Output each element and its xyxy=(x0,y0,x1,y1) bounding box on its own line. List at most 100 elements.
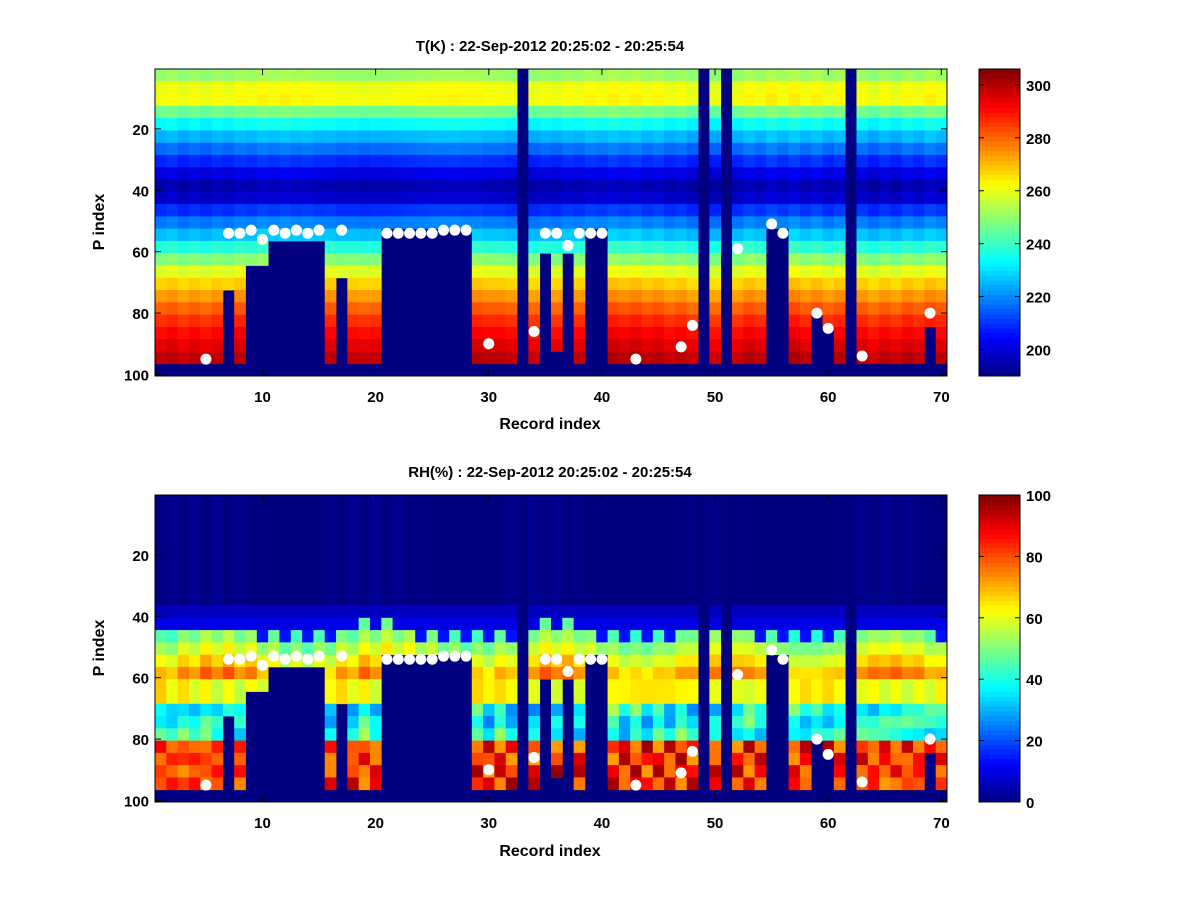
heatmap-cell xyxy=(369,290,382,303)
heatmap-cell xyxy=(652,339,665,352)
heatmap-cell xyxy=(856,302,869,315)
heatmap-cell xyxy=(754,69,767,82)
heatmap-cell xyxy=(539,167,552,180)
heatmap-cell xyxy=(347,191,360,205)
heatmap-cell xyxy=(211,654,224,668)
heatmap-cell xyxy=(551,568,563,582)
heatmap-cell xyxy=(765,495,778,508)
heatmap-cell xyxy=(664,654,676,668)
heatmap-cell xyxy=(426,519,439,533)
heatmap-cell xyxy=(313,81,326,94)
heatmap-cell xyxy=(437,556,450,570)
heatmap-cell xyxy=(415,507,427,520)
heatmap-cell xyxy=(799,654,812,668)
heatmap-cell xyxy=(437,69,450,82)
surface-marker xyxy=(313,224,325,236)
heatmap-cell xyxy=(347,593,360,606)
heatmap-cell xyxy=(177,593,190,606)
heatmap-cell xyxy=(630,118,642,131)
heatmap-cell xyxy=(901,216,914,230)
heatmap-cell xyxy=(471,179,484,193)
heatmap-cell xyxy=(618,290,631,303)
heatmap-cell xyxy=(664,519,676,533)
colorbar-segment xyxy=(979,725,1020,731)
heatmap-cell xyxy=(539,240,552,254)
surface-marker xyxy=(234,227,246,239)
surface-marker xyxy=(924,307,936,319)
heatmap-cell xyxy=(437,568,450,582)
heatmap-cell xyxy=(833,216,846,230)
heatmap-cell xyxy=(234,740,246,754)
heatmap-cell xyxy=(856,118,869,131)
heatmap-cell xyxy=(765,105,778,119)
heatmap-cell xyxy=(483,240,495,254)
heatmap-cell xyxy=(686,716,699,729)
heatmap-cell xyxy=(358,154,371,168)
heatmap-cell xyxy=(166,228,179,242)
heatmap-cell xyxy=(879,154,891,168)
heatmap-cell xyxy=(924,568,937,582)
heatmap-cell xyxy=(901,351,914,365)
heatmap-cell xyxy=(302,531,314,545)
heatmap-cell xyxy=(675,191,688,205)
x-tick-label: 20 xyxy=(367,815,384,832)
heatmap-cell xyxy=(879,302,891,315)
heatmap-cell xyxy=(867,544,880,557)
heatmap-cell xyxy=(935,531,948,545)
heatmap-cell xyxy=(392,495,405,508)
heatmap-cell xyxy=(200,326,212,340)
heatmap-cell xyxy=(188,69,201,82)
heatmap-cell xyxy=(336,191,348,205)
heatmap-cell xyxy=(822,105,835,119)
heatmap-cell xyxy=(833,568,846,582)
heatmap-cell xyxy=(166,191,179,205)
heatmap-cell xyxy=(528,142,541,156)
heatmap-cell xyxy=(336,154,348,168)
heatmap-cell xyxy=(279,154,292,168)
heatmap-cell xyxy=(709,740,722,754)
heatmap-cell xyxy=(471,314,484,328)
heatmap-cell xyxy=(709,265,722,279)
heatmap-cell xyxy=(799,290,812,303)
surface-marker xyxy=(686,319,698,331)
heatmap-cell xyxy=(935,351,948,365)
heatmap-cell xyxy=(483,605,495,619)
heatmap-cell xyxy=(777,216,789,230)
heatmap-cell xyxy=(924,519,937,533)
heatmap-cell xyxy=(890,191,903,205)
heatmap-cell xyxy=(788,216,801,230)
heatmap-cell xyxy=(607,544,620,557)
heatmap-cell xyxy=(426,216,439,230)
heatmap-cell xyxy=(743,679,756,692)
heatmap-cell xyxy=(392,642,405,656)
colorbar-tick-label: 40 xyxy=(1026,672,1043,689)
heatmap-cell xyxy=(200,642,212,656)
heatmap-cell xyxy=(483,130,495,144)
heatmap-cell xyxy=(528,765,541,778)
heatmap-cell xyxy=(788,752,801,766)
heatmap-cell xyxy=(709,691,722,705)
heatmap-cell xyxy=(743,228,756,242)
heatmap-cell xyxy=(607,314,620,328)
heatmap-cell xyxy=(324,580,337,594)
heatmap-cell xyxy=(392,617,405,631)
heatmap-cell xyxy=(437,593,450,606)
heatmap-cell xyxy=(347,130,360,144)
heatmap-cell xyxy=(867,228,880,242)
heatmap-cell xyxy=(381,507,393,520)
heatmap-cell xyxy=(415,105,427,119)
heatmap-cell xyxy=(437,191,450,205)
heatmap-cell xyxy=(494,191,507,205)
heatmap-cell xyxy=(743,302,756,315)
heatmap-cell xyxy=(675,118,688,131)
heatmap-cell xyxy=(200,105,212,119)
heatmap-cell xyxy=(856,691,869,705)
heatmap-cell xyxy=(913,290,925,303)
heatmap-cell xyxy=(856,81,869,94)
heatmap-cell xyxy=(392,179,405,193)
heatmap-cell xyxy=(437,142,450,156)
heatmap-cell xyxy=(471,519,484,533)
heatmap-cell xyxy=(924,93,937,107)
heatmap-cell xyxy=(709,617,722,631)
heatmap-cell xyxy=(483,302,495,315)
